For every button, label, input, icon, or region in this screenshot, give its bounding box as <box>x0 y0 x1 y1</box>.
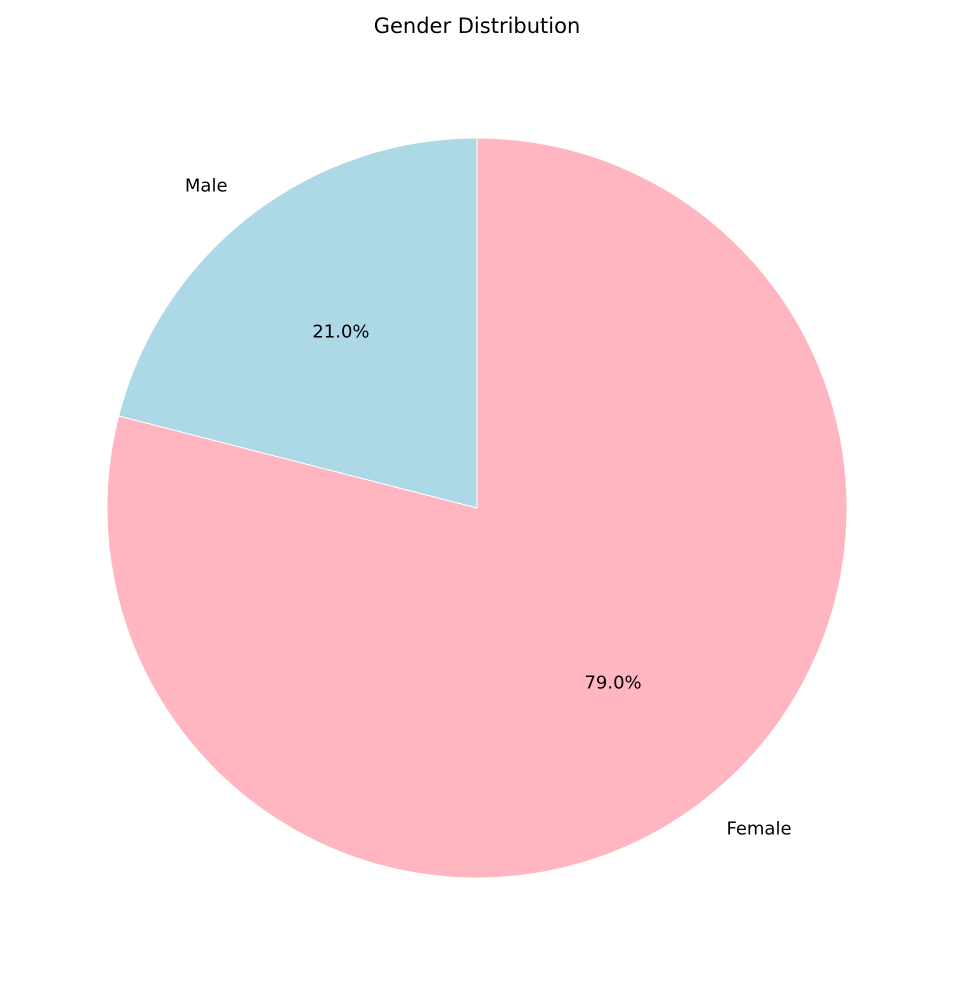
slice-percent-male: 21.0% <box>312 322 369 343</box>
slice-label-female: Female <box>726 819 791 840</box>
slice-percent-female: 79.0% <box>584 672 641 693</box>
pie-labels: Male 21.0% Female 79.0% <box>185 175 792 839</box>
pie-slices <box>106 137 848 879</box>
pie-slice-female <box>106 137 848 879</box>
pie-slice-male <box>118 137 478 509</box>
chart-title: Gender Distribution <box>374 14 581 38</box>
slice-label-male: Male <box>185 175 228 196</box>
